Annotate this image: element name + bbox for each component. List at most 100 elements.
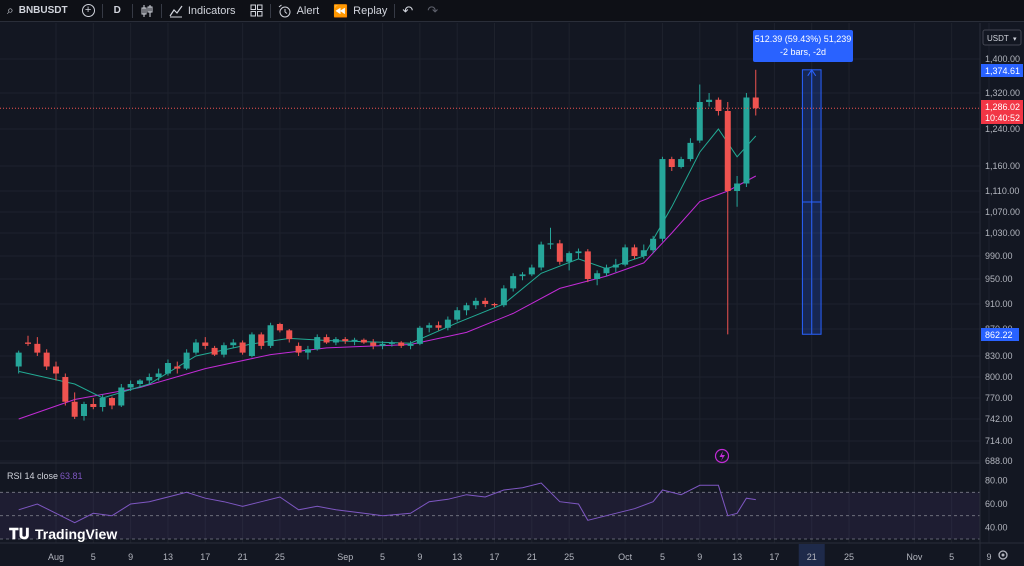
candle-body — [34, 343, 41, 353]
price-tick-label: 770.00 — [985, 393, 1013, 403]
chart-type-button[interactable] — [133, 0, 161, 22]
grid-icon — [250, 4, 263, 17]
price-tick-label: 1,320.00 — [985, 88, 1020, 98]
candle-body — [202, 342, 209, 346]
candle-body — [258, 334, 265, 346]
symbol-label: BNBUSDT — [18, 5, 68, 16]
time-highlight — [798, 544, 825, 566]
alert-label: Alert — [296, 4, 320, 17]
candle-body — [528, 267, 535, 275]
price-tick-label: 1,110.00 — [985, 186, 1019, 196]
candle-body — [239, 342, 246, 353]
interval-button[interactable]: D — [103, 0, 132, 22]
bar-countdown-label: 10:40:52 — [985, 113, 1020, 123]
candle-body — [99, 398, 106, 407]
alert-button[interactable]: Alert — [271, 0, 327, 22]
alarm-clock-icon — [278, 4, 291, 17]
indicators-icon — [169, 5, 183, 17]
candle-body — [435, 325, 442, 328]
candle-body — [715, 99, 722, 111]
settings-gear-icon[interactable] — [998, 550, 1008, 560]
replay-icon: ⏪ — [333, 3, 349, 18]
candle-body — [622, 247, 629, 265]
candle-body — [248, 334, 255, 356]
search-icon: ⌕ — [7, 3, 14, 17]
candle-body — [342, 339, 349, 342]
candle-body — [276, 324, 283, 331]
candle-body — [603, 267, 610, 274]
candle-body — [482, 300, 489, 304]
lightning-icon[interactable] — [714, 448, 730, 464]
time-tick-label: 17 — [490, 552, 500, 562]
undo-icon: ↶ — [402, 2, 414, 18]
candle-body — [472, 300, 479, 306]
chart-canvas[interactable]: 1,400.00 1,320.00 1,240.00 1,160.00 1,110.00… — [0, 23, 1024, 566]
price-tick-label: 910.00 — [985, 299, 1013, 309]
candle-body — [62, 377, 69, 402]
candle-body — [612, 264, 619, 268]
time-tick-label: 13 — [732, 552, 742, 562]
candle-body — [650, 238, 657, 251]
candle-body — [155, 373, 162, 377]
indicators-button[interactable]: Indicators — [162, 0, 243, 22]
price-tick-label: 1,400.00 — [985, 54, 1020, 64]
time-tick-label: 9 — [697, 552, 702, 562]
candle-body — [696, 102, 703, 141]
currency-button[interactable]: USDT ▾ — [982, 29, 1022, 46]
candle-body — [146, 377, 153, 381]
time-tick-label: 5 — [91, 552, 96, 562]
grid-lines — [0, 23, 990, 543]
price-tick-label: 1,240.00 — [985, 124, 1020, 134]
candle-body — [174, 366, 181, 369]
candle-body — [295, 345, 302, 353]
replay-label: Replay — [353, 4, 388, 17]
redo-button[interactable]: ↷ — [420, 0, 445, 22]
candle-body — [678, 159, 685, 167]
candle-body — [43, 352, 50, 367]
indicators-label: Indicators — [187, 4, 236, 17]
tv-logo-mark: 𝐓𝐔 — [9, 526, 30, 543]
candle-body — [556, 243, 563, 262]
tradingview-logo: 𝐓𝐔 TradingView — [9, 526, 117, 543]
time-tick-label: 21 — [238, 552, 248, 562]
price-tick-label: 1,070.00 — [985, 207, 1020, 217]
candle-body — [351, 339, 358, 342]
candle-body — [304, 349, 311, 353]
undo-button[interactable]: ↶ — [395, 0, 420, 22]
rsi-tick-label: 40.00 — [985, 522, 1008, 532]
candle-body — [379, 343, 386, 346]
candle-body — [360, 339, 367, 343]
measure-tooltip-line2: -2 bars, -2d — [780, 47, 826, 57]
time-tick-label: 9 — [417, 552, 422, 562]
candle-body — [314, 337, 321, 350]
measure-tooltip-line1: 512.39 (59.43%) 51,239 — [755, 34, 852, 44]
candle-body — [230, 342, 237, 346]
ema-fast-line — [18, 128, 757, 399]
price-tick-label: 1,030.00 — [985, 228, 1020, 238]
current-price-label: 1,286.02 — [985, 102, 1020, 112]
rsi-legend[interactable]: RSI 14 close 63.81 — [7, 471, 83, 481]
candle-body — [566, 253, 573, 262]
candle-body — [25, 342, 32, 344]
replay-button[interactable]: ⏪ Replay — [326, 0, 394, 22]
candle-body — [164, 363, 171, 374]
candle-body — [15, 352, 22, 367]
candle-body — [454, 310, 461, 320]
price-tick-label: 742.00 — [985, 414, 1013, 424]
compare-button[interactable]: + — [75, 0, 102, 22]
measure-tool[interactable] — [801, 68, 822, 335]
layouts-button[interactable] — [243, 0, 270, 22]
current-price-badge: 1,286.02 10:40:52 — [981, 100, 1023, 124]
time-tick-label: Oct — [618, 552, 633, 562]
interval-label: D — [113, 5, 121, 16]
symbol-search[interactable]: ⌕ BNBUSDT — [0, 0, 75, 22]
candle-body — [370, 342, 377, 346]
candle-body — [220, 345, 227, 355]
candle-body — [388, 342, 395, 344]
candle-body — [183, 352, 190, 369]
tv-logo-text: TradingView — [35, 526, 117, 542]
time-tick-label: 5 — [949, 552, 954, 562]
candle-body — [416, 327, 423, 344]
candle-body — [192, 342, 199, 353]
candle-series[interactable] — [15, 69, 759, 421]
